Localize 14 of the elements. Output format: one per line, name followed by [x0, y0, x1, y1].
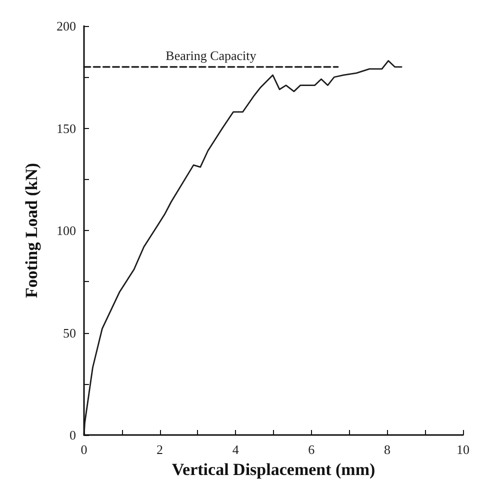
x-tick-label: 0 [80, 442, 88, 457]
y-tick-label: 50 [63, 325, 76, 340]
y-tick-label: 0 [70, 428, 76, 442]
x-tick-label: 10 [456, 442, 470, 457]
y-tick-label: 200 [56, 18, 76, 34]
y-axis-title: Footing Load (kN) [22, 162, 41, 298]
series-label: Bearing Capacity [166, 48, 257, 63]
y-tick-label: 100 [56, 223, 76, 238]
x-tick-label: 6 [308, 442, 316, 457]
x-tick-label: 2 [156, 442, 164, 457]
x-axis-title: Vertical Displacement (mm) [172, 460, 376, 479]
x-tick-label: 8 [384, 442, 390, 457]
x-tick-label: 4 [232, 442, 240, 457]
y-tick-label: 150 [56, 120, 76, 136]
